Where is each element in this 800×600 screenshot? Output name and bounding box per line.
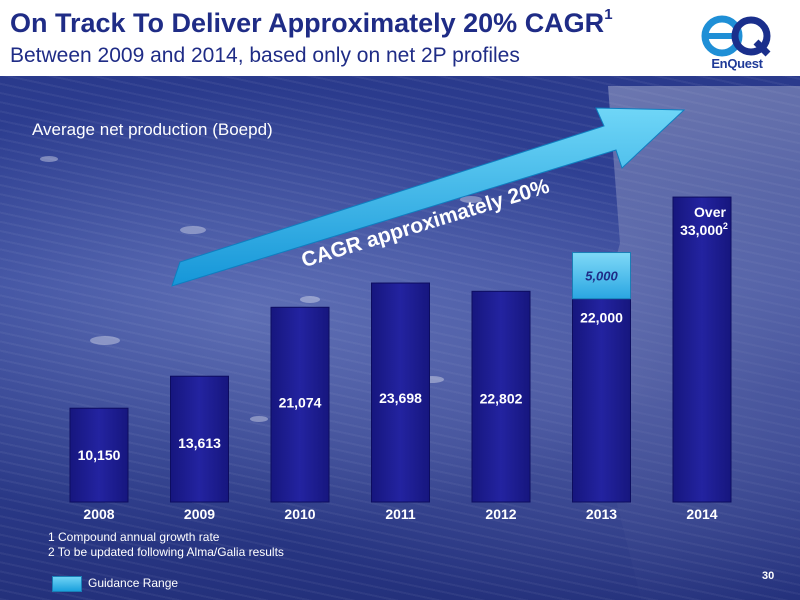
bar-2010 [270, 306, 330, 503]
bar-2013 [572, 298, 631, 503]
bar-2009 [170, 375, 229, 503]
x-tick-2008: 2008 [83, 506, 114, 522]
bar-2008 [69, 407, 129, 503]
legend-swatch-guidance [52, 576, 82, 592]
footnote-1: 1 Compound annual growth rate [48, 530, 220, 544]
header: On Track To Deliver Approximately 20% CA… [0, 0, 800, 76]
x-tick-2012: 2012 [485, 506, 516, 522]
value-label-2008: 10,150 [78, 447, 121, 463]
page-subtitle: Between 2009 and 2014, based only on net… [10, 44, 520, 67]
x-tick-2013: 2013 [586, 506, 617, 522]
value-label-2011: 23,698 [379, 390, 422, 406]
x-tick-2011: 2011 [385, 506, 416, 522]
page-number: 30 [762, 570, 775, 582]
page-title: On Track To Deliver Approximately 20% CA… [10, 6, 613, 38]
footnote-2: 2 To be updated following Alma/Galia res… [48, 545, 284, 559]
bar-2011 [371, 282, 430, 503]
cagr-arrow-shape [171, 107, 686, 287]
guidance-range-2013 [572, 252, 631, 300]
value-label-2012: 22,802 [480, 390, 523, 406]
guidance-label-2013: 5,000 [585, 269, 618, 284]
value-label-2013: 22,000 [580, 310, 623, 326]
value-label-2009: 13,613 [178, 435, 221, 451]
enquest-logo [701, 15, 771, 57]
bar-2012 [471, 290, 531, 503]
logo-text: EnQuest [711, 56, 763, 71]
value-label-2014-line2: 33,0002 [680, 221, 728, 238]
x-tick-2014: 2014 [686, 506, 717, 522]
value-label-2010: 21,074 [279, 394, 322, 410]
x-tick-2010: 2010 [284, 506, 315, 522]
bar-2014 [672, 196, 732, 503]
value-label-2014-line1: Over [694, 204, 726, 220]
legend-label-guidance: Guidance Range [88, 576, 179, 590]
chart-subtitle: Average net production (Boepd) [32, 120, 273, 139]
x-tick-2009: 2009 [184, 506, 215, 522]
